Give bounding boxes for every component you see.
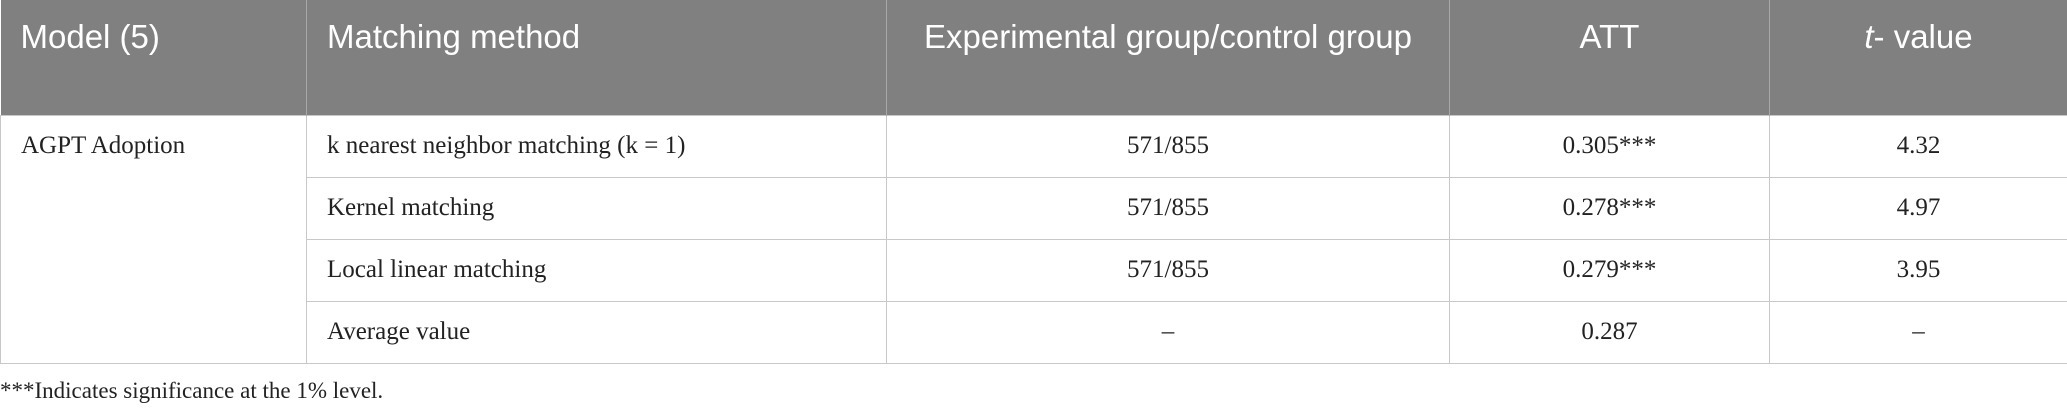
table-cell: –: [886, 300, 1450, 364]
header-italic: t: [1864, 18, 1874, 55]
table-cell: Local linear matching: [306, 238, 887, 302]
group-cell: AGPT Adoption: [0, 114, 307, 364]
table-cell: 0.279***: [1449, 238, 1770, 302]
table-row: AGPT Adoption k nearest neighbor matching…: [0, 114, 2067, 364]
table-cell: 3.95: [1769, 238, 2067, 302]
table-cell: –: [1769, 300, 2067, 364]
header-row: Model (5) Matching method Experimental g…: [0, 0, 2067, 115]
table-row: Average value –0.287–: [1, 300, 2067, 364]
table-cell: 0.278***: [1449, 176, 1770, 240]
table-cell: 0.305***: [1449, 114, 1770, 178]
table-cell: 571/855: [886, 238, 1450, 302]
header-cell: Model (5): [0, 0, 307, 115]
table-cell: Kernel matching: [306, 176, 887, 240]
table-cell: Average value: [306, 300, 887, 364]
table-cell: 571/855: [886, 114, 1450, 178]
table-row: Local linear matching 571/855 0.279*** 3.95: [1, 238, 2067, 302]
header-cell: ATT: [1449, 0, 1770, 115]
header-text: - value: [1873, 18, 1973, 55]
table-cell: 571/855: [886, 176, 1450, 240]
table-row: Kernel matching 571/855 0.278*** 4.97: [1, 176, 2067, 240]
table-cell: 0.287: [1449, 300, 1770, 364]
header-cell: t- value: [1769, 0, 2067, 115]
results-table: Model (5) Matching method Experimental g…: [0, 0, 2067, 364]
header-cell: Matching method: [306, 0, 887, 115]
header-cell: Experimental group/control group: [886, 0, 1450, 115]
table-cell: 4.97: [1769, 176, 2067, 240]
table-cell: 4.32: [1769, 114, 2067, 178]
table-body: AGPT Adoption k nearest neighbor matching…: [0, 114, 2067, 364]
table-cell: k nearest neighbor matching (k = 1): [306, 114, 887, 178]
footnote: ***Indicates significance at the 1% leve…: [0, 378, 384, 403]
